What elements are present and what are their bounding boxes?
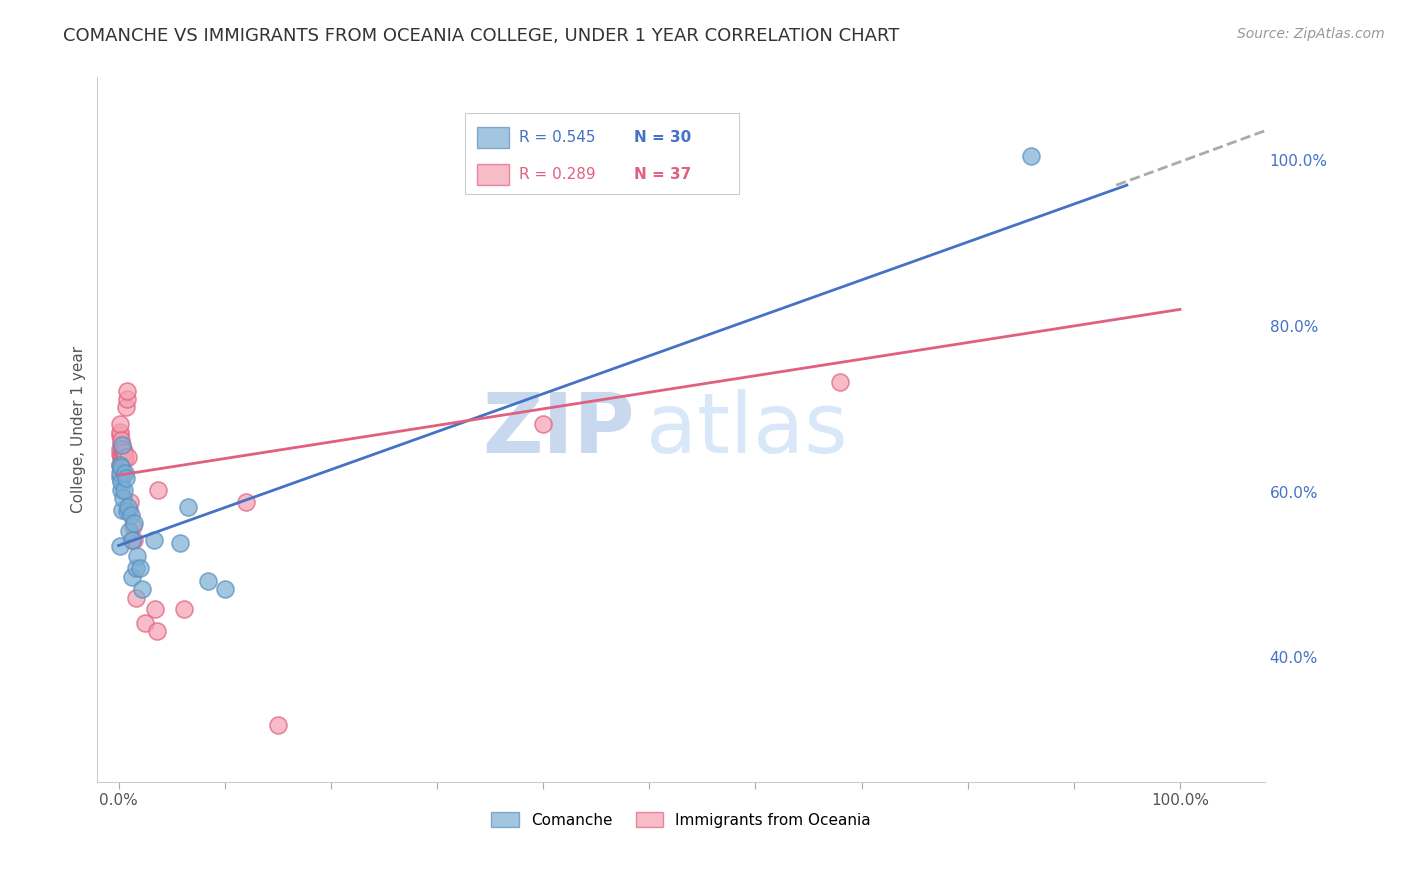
Bar: [477, 164, 509, 186]
Point: [108, 467, 131, 481]
Text: COMANCHE VS IMMIGRANTS FROM OCEANIA COLLEGE, UNDER 1 YEAR CORRELATION CHART: COMANCHE VS IMMIGRANTS FROM OCEANIA COLL…: [63, 27, 900, 45]
Point: [128, 561, 150, 575]
Point: [121, 570, 143, 584]
Point: [531, 417, 554, 431]
Point: [142, 533, 165, 547]
Text: atlas: atlas: [647, 389, 848, 470]
Text: R = 0.545: R = 0.545: [519, 130, 595, 145]
Point: [235, 494, 257, 508]
Point: [214, 582, 236, 597]
Point: [115, 504, 138, 518]
Point: [110, 475, 132, 489]
Text: N = 30: N = 30: [634, 130, 692, 145]
Point: [146, 624, 169, 638]
Point: [115, 470, 138, 484]
Point: [121, 533, 143, 547]
Point: [143, 602, 166, 616]
Point: [110, 450, 132, 464]
Point: [118, 524, 141, 539]
Point: [120, 494, 142, 508]
Point: [108, 458, 131, 472]
Point: [108, 442, 131, 456]
Point: [111, 503, 134, 517]
Point: [830, 376, 852, 390]
Y-axis label: College, Under 1 year: College, Under 1 year: [72, 346, 86, 513]
Point: [118, 503, 141, 517]
Point: [111, 438, 134, 452]
Point: [124, 516, 146, 531]
Text: ZIP: ZIP: [482, 389, 634, 470]
Point: [115, 384, 138, 398]
Point: [111, 491, 134, 506]
Point: [146, 483, 169, 497]
Point: [117, 500, 139, 514]
Bar: [465, 112, 740, 194]
Point: [176, 500, 198, 514]
Point: [110, 434, 132, 448]
Point: [120, 508, 142, 522]
Legend: Comanche, Immigrants from Oceania: Comanche, Immigrants from Oceania: [485, 805, 877, 834]
Point: [114, 450, 136, 464]
Point: [124, 561, 146, 575]
Point: [111, 467, 134, 481]
Point: [110, 483, 132, 497]
Point: [108, 458, 131, 472]
Point: [111, 453, 134, 467]
Point: [108, 469, 131, 483]
Point: [197, 574, 219, 589]
Point: [125, 549, 148, 564]
Point: [108, 539, 131, 553]
Point: [110, 436, 132, 450]
Point: [122, 519, 145, 533]
Point: [111, 442, 134, 456]
Point: [111, 442, 134, 456]
Point: [112, 483, 135, 497]
Point: [124, 591, 146, 605]
Point: [115, 400, 138, 414]
Point: [117, 450, 139, 464]
Point: [108, 447, 131, 461]
Point: [121, 533, 143, 547]
Bar: [477, 127, 509, 148]
Point: [1021, 149, 1043, 163]
Point: [112, 445, 135, 459]
Point: [108, 417, 131, 431]
Point: [124, 533, 146, 547]
Text: R = 0.289: R = 0.289: [519, 167, 596, 182]
Point: [110, 459, 132, 474]
Point: [267, 718, 290, 732]
Point: [108, 425, 131, 439]
Point: [111, 450, 134, 464]
Point: [112, 453, 135, 467]
Point: [134, 615, 156, 630]
Text: Source: ZipAtlas.com: Source: ZipAtlas.com: [1237, 27, 1385, 41]
Text: N = 37: N = 37: [634, 167, 692, 182]
Point: [169, 536, 191, 550]
Point: [115, 392, 138, 406]
Point: [173, 602, 195, 616]
Point: [131, 582, 153, 597]
Point: [110, 461, 132, 475]
Point: [108, 428, 131, 442]
Point: [114, 467, 136, 481]
